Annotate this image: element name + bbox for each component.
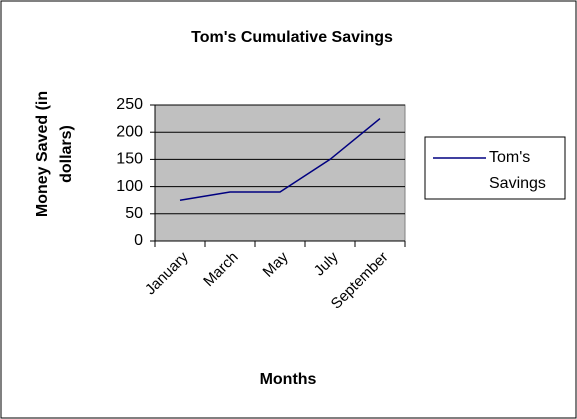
plot-area: [154, 104, 406, 242]
legend-label: Tom's Savings: [489, 149, 546, 192]
y-axis-title: Money Saved (in dollars): [34, 90, 75, 218]
chart-title: Tom's Cumulative Savings: [191, 29, 393, 46]
y-tick-label: 100: [116, 178, 143, 195]
y-tick-label: 200: [116, 123, 143, 140]
legend-box: [424, 136, 566, 200]
y-tick-label: 150: [116, 151, 143, 168]
y-tick-label: 0: [134, 232, 143, 249]
x-axis-title: Months: [260, 371, 317, 388]
series-line: [179, 118, 381, 201]
y-tick-label: 250: [116, 96, 143, 113]
y-tick-label: 50: [125, 205, 143, 222]
